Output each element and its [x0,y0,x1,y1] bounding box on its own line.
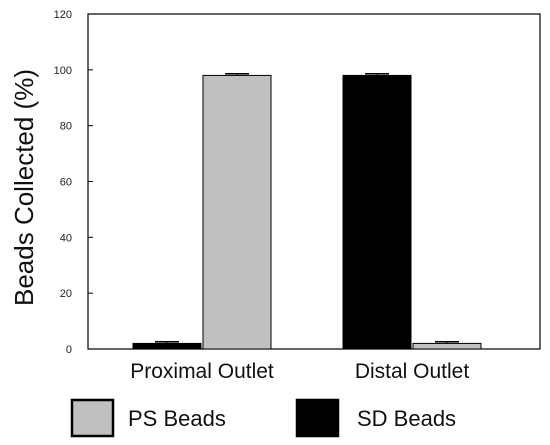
category-label: Proximal Outlet [130,360,274,383]
y-tick-label: 80 [60,121,72,133]
axes [87,13,541,350]
bar [202,74,272,350]
y-tick-label: 100 [54,65,72,77]
bar [412,342,482,350]
y-tick-label: 60 [60,177,72,189]
plot-frame [87,13,541,350]
labels: 0 20 40 60 80 100 120 Beads Collected (%) Proxim… [9,9,469,383]
y-tick-label: 20 [60,288,72,300]
bars [132,73,482,350]
legend-label: PS Beads [128,406,226,431]
legend-swatch [70,398,115,438]
legend: PS Beads SD Beads [70,398,456,438]
legend-swatch [295,398,340,438]
y-tick-label: 0 [66,344,72,356]
y-tick-label: 120 [54,9,72,21]
bar [342,74,412,350]
legend-label: SD Beads [357,406,456,431]
category-label: Distal Outlet [355,360,470,383]
bar [132,342,202,350]
y-tick-label: 40 [60,232,72,244]
y-axis-label: Beads Collected (%) [9,69,39,306]
